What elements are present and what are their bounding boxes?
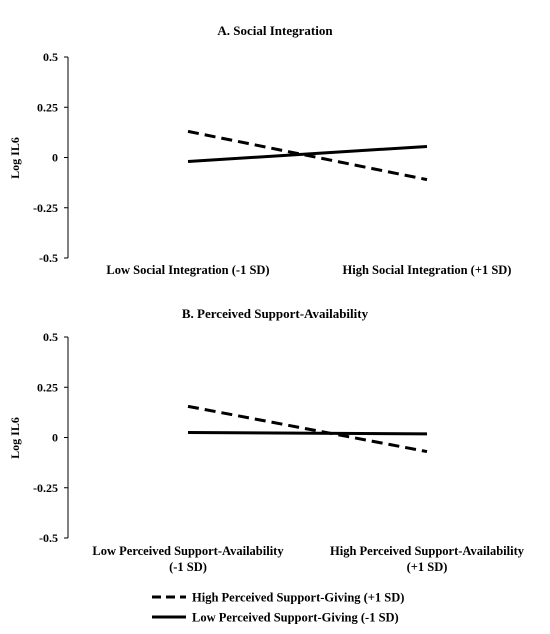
series-line-low-support-giving bbox=[187, 144, 428, 164]
x-category-label: High Perceived Support-Availability bbox=[330, 544, 525, 558]
x-category-label: Low Perceived Support-Availability bbox=[92, 544, 284, 558]
series-line-high-support-giving bbox=[187, 129, 428, 182]
y-tick-label: -0.25 bbox=[33, 201, 58, 215]
x-category-label: (-1 SD) bbox=[169, 560, 207, 574]
y-tick-label: 0 bbox=[52, 151, 58, 165]
x-category-label: High Social Integration (+1 SD) bbox=[343, 263, 512, 277]
y-tick-label: 0 bbox=[52, 431, 58, 445]
y-axis-label: Log IL6 bbox=[8, 417, 22, 459]
y-axis-label: Log IL6 bbox=[8, 137, 22, 179]
x-category-label: Low Social Integration (-1 SD) bbox=[106, 263, 269, 277]
panel-b: B. Perceived Support-Availability Log IL6… bbox=[8, 306, 525, 574]
y-tick-label: 0.5 bbox=[43, 330, 58, 344]
series-line-low-support-giving bbox=[187, 430, 428, 436]
y-tick-label: 0.25 bbox=[37, 100, 58, 114]
legend-label-high: High Perceived Support-Giving (+1 SD) bbox=[192, 591, 404, 605]
legend: High Perceived Support-Giving (+1 SD) Lo… bbox=[152, 591, 404, 625]
chart-title: B. Perceived Support-Availability bbox=[182, 306, 369, 321]
panel-a: A. Social Integration Log IL6 0.5 0.25 0 -0.2… bbox=[8, 23, 511, 277]
legend-label-low: Low Perceived Support-Giving (-1 SD) bbox=[192, 611, 399, 625]
y-tick-label: -0.5 bbox=[39, 531, 58, 545]
x-category-label: (+1 SD) bbox=[407, 560, 448, 574]
series-line-high-support-giving bbox=[187, 404, 428, 454]
y-tick-label: -0.25 bbox=[33, 481, 58, 495]
y-tick-label: 0.25 bbox=[37, 380, 58, 394]
y-tick-label: -0.5 bbox=[39, 251, 58, 265]
chart-title: A. Social Integration bbox=[217, 23, 333, 38]
y-tick-label: 0.5 bbox=[43, 50, 58, 64]
